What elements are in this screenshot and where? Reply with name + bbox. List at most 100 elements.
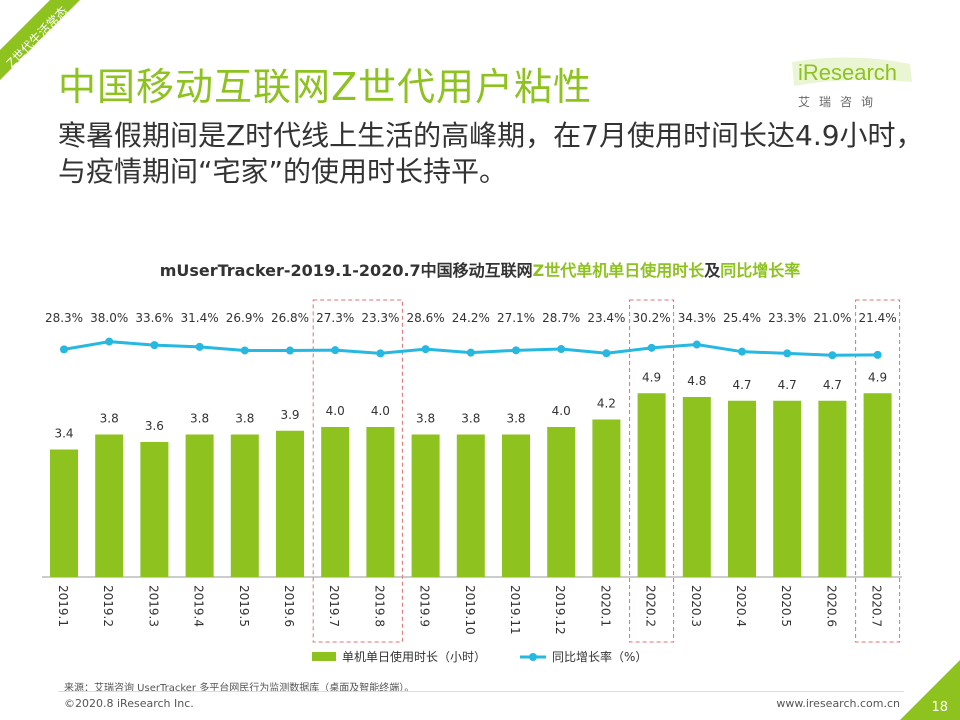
bar xyxy=(592,419,621,577)
growth-value-label: 27.3% xyxy=(316,311,354,325)
bar-value-label: 3.8 xyxy=(190,412,209,426)
logo-sub: 艾瑞咨询 xyxy=(798,95,883,109)
growth-value-label: 26.8% xyxy=(271,311,309,325)
x-tick-label: 2019.9 xyxy=(418,585,432,627)
website-url: www.iresearch.com.cn xyxy=(776,697,900,710)
x-tick-label: 2019.1 xyxy=(56,585,70,627)
growth-point xyxy=(783,349,792,358)
growth-point xyxy=(602,349,611,358)
x-tick-label: 2020.2 xyxy=(644,585,658,627)
growth-point xyxy=(150,341,159,350)
growth-value-label: 27.1% xyxy=(497,311,535,325)
x-tick-label: 2020.4 xyxy=(734,585,748,627)
legend-bar-swatch xyxy=(312,652,336,661)
source-note: 来源：艾瑞咨询 UserTracker 多平台网民行为监测数据库（桌面及智能终端… xyxy=(64,683,415,694)
bar xyxy=(50,449,78,577)
page-title: 中国移动互联网Z世代用户粘性 xyxy=(58,65,593,109)
x-tick-label: 2019.12 xyxy=(553,585,567,635)
bar xyxy=(230,434,259,577)
bar-value-label: 4.8 xyxy=(687,374,706,388)
bar xyxy=(863,393,892,577)
bar xyxy=(456,434,485,577)
bar xyxy=(321,427,350,577)
growth-point xyxy=(738,347,746,356)
bar xyxy=(547,427,576,577)
growth-point xyxy=(376,349,385,358)
highlight-box xyxy=(855,299,901,643)
bar-value-label: 3.6 xyxy=(145,419,164,433)
x-tick-label: 2020.1 xyxy=(598,585,612,627)
x-tick-label: 2020.7 xyxy=(870,585,884,627)
x-tick-label: 2019.11 xyxy=(508,585,522,635)
highlight-box xyxy=(312,299,403,643)
growth-point xyxy=(195,342,204,351)
page-subtitle: 寒暑假期间是Z时代线上生活的高峰期，在7月使用时间长达4.9小时，与疫情期间“宅… xyxy=(58,119,924,188)
corner-ribbon: Z世代生活常态 xyxy=(0,0,80,80)
x-tick-label: 2019.6 xyxy=(282,585,296,627)
logo-name: iResearch xyxy=(798,60,898,85)
growth-value-label: 33.6% xyxy=(135,311,173,325)
growth-value-label: 30.2% xyxy=(633,311,671,325)
growth-value-label: 23.3% xyxy=(768,311,806,325)
growth-value-label: 23.3% xyxy=(361,311,399,325)
growth-point xyxy=(647,343,656,352)
iresearch-logo xyxy=(792,57,912,86)
growth-point xyxy=(828,351,837,360)
growth-point xyxy=(873,350,882,359)
x-tick-label: 2019.2 xyxy=(101,585,115,627)
legend-line-marker xyxy=(529,653,537,661)
growth-value-label: 38.0% xyxy=(90,311,128,325)
bar-value-label: 4.7 xyxy=(778,378,797,392)
growth-value-label: 24.2% xyxy=(452,311,490,325)
bar-value-label: 3.8 xyxy=(100,412,119,426)
bar-value-label: 4.0 xyxy=(371,404,390,418)
growth-point xyxy=(692,340,701,349)
bar-value-label: 4.7 xyxy=(823,378,842,392)
growth-point xyxy=(286,346,294,355)
growth-value-label: 28.7% xyxy=(542,311,580,325)
bar xyxy=(682,397,711,577)
legend-line-label: 同比增长率（%） xyxy=(552,649,647,664)
growth-point xyxy=(240,346,249,355)
growth-point xyxy=(331,346,340,355)
bar-value-label: 4.9 xyxy=(642,370,661,384)
bar xyxy=(185,434,214,577)
bar xyxy=(276,430,304,577)
page-corner xyxy=(900,660,960,720)
x-tick-label: 2020.5 xyxy=(779,585,793,627)
growth-value-label: 34.3% xyxy=(678,311,716,325)
x-tick-label: 2019.4 xyxy=(192,585,206,627)
bar xyxy=(773,400,802,577)
legend-bar-label: 单机单日使用时长（小时） xyxy=(342,649,486,664)
bar xyxy=(502,434,530,577)
x-tick-label: 2020.3 xyxy=(689,585,703,627)
growth-point xyxy=(105,337,114,346)
x-tick-label: 2020.6 xyxy=(824,585,838,627)
growth-value-label: 28.6% xyxy=(407,311,445,325)
growth-value-label: 25.4% xyxy=(723,311,761,325)
bar xyxy=(140,442,169,577)
bar xyxy=(366,427,395,577)
bar xyxy=(95,434,124,577)
bar xyxy=(818,400,847,577)
bar-value-label: 4.9 xyxy=(868,370,887,384)
growth-point xyxy=(557,345,566,354)
footer-divider xyxy=(58,691,904,692)
bar xyxy=(411,434,440,577)
x-tick-label: 2019.10 xyxy=(463,585,477,635)
highlight-box xyxy=(629,299,675,643)
bar-value-label: 3.8 xyxy=(235,412,254,426)
bar-value-label: 3.8 xyxy=(416,412,435,426)
growth-value-label: 21.0% xyxy=(813,311,851,325)
chart-title: mUserTracker-2019.1-2020.7中国移动互联网Z世代单机单日… xyxy=(160,261,801,280)
bar xyxy=(728,400,756,577)
bar-value-label: 3.9 xyxy=(280,408,299,422)
bar-value-label: 4.2 xyxy=(597,397,616,411)
growth-point xyxy=(421,345,430,354)
bar-value-label: 4.0 xyxy=(326,404,345,418)
page-number: 18 xyxy=(931,700,948,715)
copyright: ©2020.8 iResearch Inc. xyxy=(64,697,194,710)
x-tick-label: 2019.5 xyxy=(237,585,251,627)
growth-point xyxy=(466,348,475,357)
